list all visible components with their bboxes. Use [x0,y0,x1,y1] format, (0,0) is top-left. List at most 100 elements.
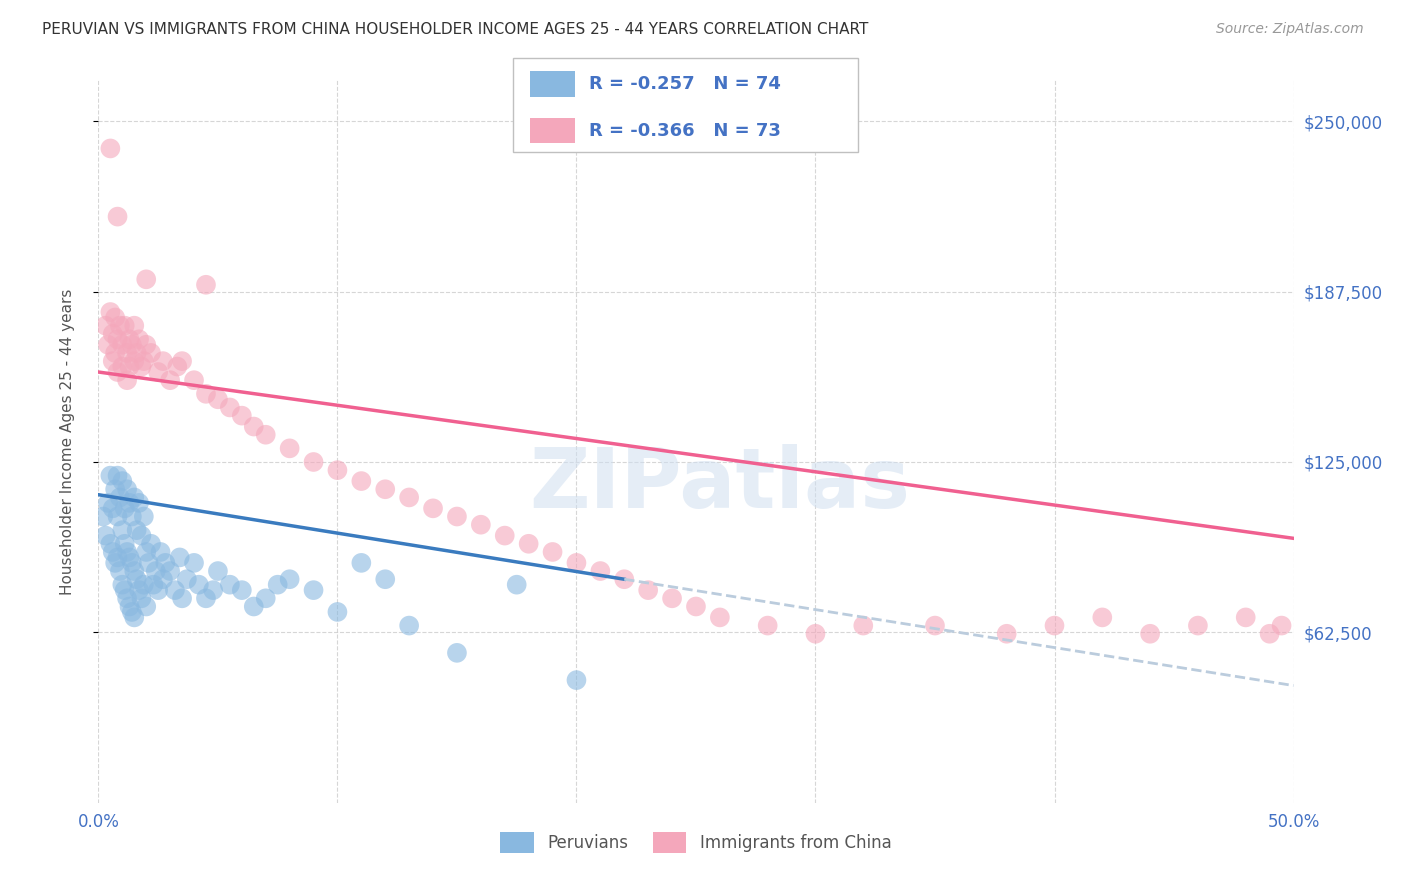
Point [107,550,129,565]
Point [155,556,177,570]
Point [1271,618,1294,632]
Point [470,517,492,532]
Point [131,528,153,542]
Point [107,210,129,224]
Point [176,572,198,586]
Point [446,509,468,524]
Point [142,577,165,591]
Point [104,310,127,325]
Point [101,545,124,559]
Point [101,326,124,341]
Point [1234,610,1257,624]
Point [302,455,325,469]
Point [118,496,141,510]
Point [565,673,588,687]
Point [1187,618,1209,632]
Point [166,359,188,374]
Point [107,509,129,524]
Point [195,591,218,606]
Point [121,605,143,619]
Point [121,337,143,351]
Point [613,572,636,586]
Point [149,545,172,559]
Point [108,564,131,578]
Point [91,509,114,524]
Point [124,491,146,505]
Point [104,556,127,570]
Point [685,599,707,614]
Point [121,509,143,524]
Point [118,550,141,565]
Point [131,359,153,374]
Point [148,583,170,598]
Point [125,572,148,586]
Point [125,523,148,537]
Point [163,583,186,598]
Point [131,591,153,606]
Point [135,545,157,559]
Point [243,599,266,614]
Point [1139,626,1161,640]
Point [114,318,136,333]
Point [152,572,174,586]
Point [243,419,266,434]
Point [97,337,120,351]
Point [107,468,129,483]
Point [517,537,540,551]
Point [104,346,127,360]
Point [1258,626,1281,640]
Point [278,442,301,456]
Point [1091,610,1114,624]
Point [422,501,444,516]
Point [135,272,157,286]
Point [148,365,170,379]
Point [124,318,146,333]
Point [108,318,131,333]
Point [661,591,683,606]
Point [135,337,157,351]
Point [374,572,396,586]
Point [98,141,122,155]
Point [128,583,150,598]
Point [219,577,242,591]
Point [195,277,218,292]
Point [104,482,127,496]
Point [183,373,205,387]
Point [94,318,117,333]
Point [124,354,146,368]
Point [135,599,157,614]
Point [159,564,181,578]
Point [254,427,277,442]
Point [128,496,150,510]
Point [132,577,155,591]
Point [637,583,659,598]
Point [924,618,946,632]
Point [118,359,141,374]
Point [565,556,588,570]
Point [114,583,136,598]
Point [118,599,141,614]
Point [172,354,194,368]
Point [231,583,253,598]
Point [101,501,124,516]
Point [124,610,146,624]
Point [139,346,162,360]
Text: R = -0.257   N = 74: R = -0.257 N = 74 [589,75,780,93]
Point [118,332,141,346]
Text: Source: ZipAtlas.com: Source: ZipAtlas.com [1216,22,1364,37]
Point [107,332,129,346]
Point [159,373,181,387]
Point [541,545,564,559]
Point [446,646,468,660]
Point [207,392,229,407]
Text: ZIPatlas: ZIPatlas [530,444,910,525]
Point [115,373,138,387]
Point [115,482,138,496]
Point [97,496,120,510]
Point [145,564,167,578]
Point [128,332,150,346]
Legend: Peruvians, Immigrants from China: Peruvians, Immigrants from China [494,826,898,860]
Point [302,583,325,598]
Point [183,556,205,570]
Point [98,537,122,551]
